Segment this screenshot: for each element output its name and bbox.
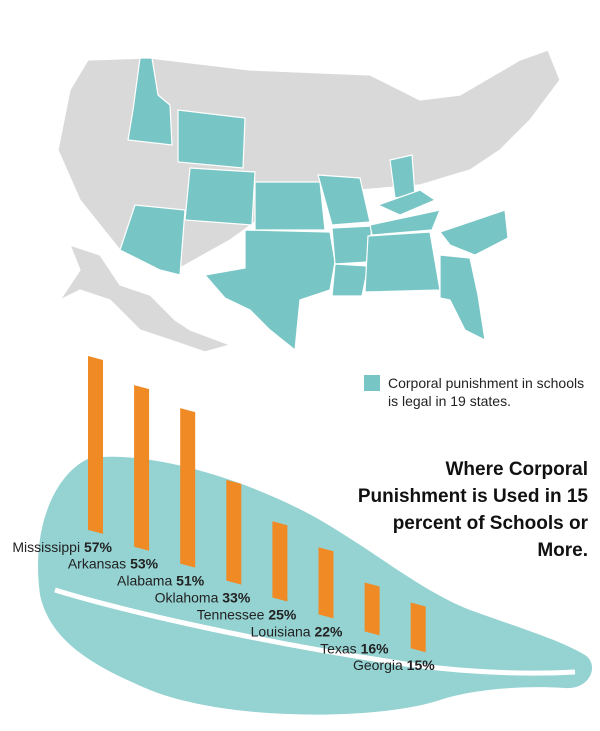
alaska xyxy=(58,244,232,353)
legal-state xyxy=(184,167,256,226)
legal-state xyxy=(127,57,173,146)
paddle xyxy=(38,456,593,715)
bar xyxy=(226,479,242,585)
legal-state xyxy=(119,204,186,276)
legal-state xyxy=(376,189,437,216)
chart-title: Where Corporal Punishment is Used in 15 … xyxy=(357,459,588,561)
category-label: Louisiana xyxy=(251,623,311,639)
us-map xyxy=(57,49,561,391)
legal-state xyxy=(317,174,371,226)
bar-label: Arkansas 53% xyxy=(68,556,159,572)
bar xyxy=(180,408,196,568)
legal-state xyxy=(331,263,369,297)
category-label: Tennessee xyxy=(197,606,265,622)
legal-state xyxy=(439,254,486,342)
category-label: Arkansas xyxy=(68,556,126,572)
value-label: 57% xyxy=(84,539,113,555)
legend-text: Corporal punishment in schools is legal … xyxy=(388,375,585,409)
paddle-highlight xyxy=(54,587,576,676)
category-label: Alabama xyxy=(117,573,172,589)
category-label: Mississippi xyxy=(12,539,80,555)
bar xyxy=(364,582,380,636)
value-label: 51% xyxy=(176,573,205,589)
bar xyxy=(88,355,103,534)
bar-label: Tennessee 25% xyxy=(197,606,297,622)
legal-state xyxy=(254,181,326,231)
bar-label: Texas 16% xyxy=(320,640,389,656)
legal-state xyxy=(331,225,373,265)
legal-state xyxy=(177,109,246,169)
legal-states xyxy=(119,57,509,352)
bar-label: Oklahoma 33% xyxy=(155,590,251,606)
legal-state xyxy=(439,209,509,256)
bar-label: Mississippi 57% xyxy=(12,539,112,555)
legend-swatch xyxy=(364,375,380,391)
category-label: Oklahoma xyxy=(155,590,219,606)
value-label: 33% xyxy=(222,590,251,606)
value-label: 53% xyxy=(130,556,159,572)
legal-state xyxy=(369,209,441,236)
bar xyxy=(318,547,334,619)
category-label: Georgia xyxy=(353,657,403,673)
bar-label: Alabama 51% xyxy=(117,573,205,589)
category-label: Texas xyxy=(320,640,357,656)
legal-state xyxy=(364,231,441,293)
value-label: 25% xyxy=(268,606,297,622)
value-label: 16% xyxy=(361,640,390,656)
bar-label: Georgia 15% xyxy=(353,657,435,673)
value-label: 22% xyxy=(314,623,343,639)
bar xyxy=(410,602,426,653)
bar xyxy=(272,521,288,602)
legal-state xyxy=(389,154,416,199)
bar-label: Louisiana 22% xyxy=(251,623,343,639)
legal-state xyxy=(203,229,336,352)
bar xyxy=(134,385,150,551)
value-label: 15% xyxy=(407,657,436,673)
